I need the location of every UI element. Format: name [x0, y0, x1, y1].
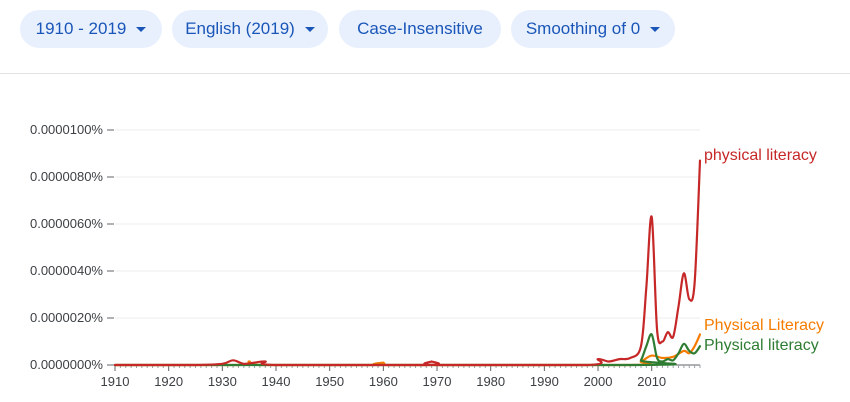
case-toggle[interactable]: Case-Insensitive: [339, 10, 501, 48]
x-tick-label: 1930: [208, 374, 237, 389]
series-label[interactable]: Physical Literacy: [704, 317, 824, 334]
y-tick-label: 0.0000100%: [30, 122, 103, 137]
y-tick-label: 0.0000040%: [30, 263, 103, 278]
y-tick-label: 0.0000080%: [30, 169, 103, 184]
series-label[interactable]: physical literacy: [704, 147, 817, 164]
series-line[interactable]: [113, 333, 702, 367]
series-labels: physical literacy Physical Literacy Physic…: [704, 147, 824, 354]
year-range-dropdown[interactable]: 1910 - 2019: [20, 10, 162, 48]
chevron-down-icon: [650, 26, 661, 32]
series-label[interactable]: Physical literacy: [704, 337, 819, 354]
x-tick-label: 2010: [637, 374, 666, 389]
toolbar: 1910 - 2019 English (2019) Case-Insensit…: [0, 0, 850, 74]
case-label: Case-Insensitive: [357, 19, 483, 38]
corpus-dropdown[interactable]: English (2019): [172, 10, 328, 48]
corpus-label: English (2019): [185, 19, 295, 38]
x-tick-label: 2000: [584, 374, 613, 389]
series-line[interactable]: [113, 159, 702, 367]
year-range-label: 1910 - 2019: [35, 19, 127, 38]
x-tick-label: 1920: [154, 374, 183, 389]
chevron-down-icon: [304, 26, 315, 32]
chevron-down-icon: [136, 26, 147, 32]
smoothing-label: Smoothing of 0: [525, 19, 641, 38]
x-tick-label: 1980: [476, 374, 505, 389]
x-tick-label: 1970: [423, 374, 452, 389]
x-tick-label: 1950: [315, 374, 344, 389]
x-tick-label: 1960: [369, 374, 398, 389]
grid-lines: [115, 129, 700, 319]
x-tick-label: 1940: [262, 374, 291, 389]
smoothing-dropdown[interactable]: Smoothing of 0: [511, 10, 675, 48]
series-lines: [113, 159, 702, 367]
y-tick-label: 0.0000060%: [30, 216, 103, 231]
y-tick-label: 0.0000000%: [30, 357, 103, 372]
x-tick-label: 1910: [101, 374, 130, 389]
y-tick-label: 0.0000020%: [30, 310, 103, 325]
x-tick-label: 1990: [530, 374, 559, 389]
axes: 0.0000000% 0.0000020% 0.0000040% 0.0000060%…: [30, 122, 701, 389]
